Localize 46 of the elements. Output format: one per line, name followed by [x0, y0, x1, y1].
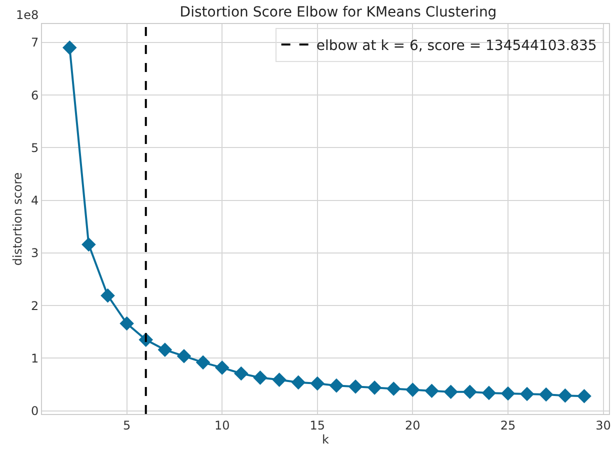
point	[253, 370, 268, 385]
point	[176, 348, 192, 364]
point	[272, 372, 286, 387]
point	[234, 366, 248, 381]
point	[577, 388, 592, 404]
point	[62, 40, 77, 55]
point	[558, 388, 572, 403]
y-axis-title: distortion score	[10, 172, 24, 266]
point	[310, 376, 325, 391]
y-tick-label: 5	[30, 140, 39, 155]
y-tick-label: 6	[30, 88, 39, 102]
y-tick-label: 7	[30, 36, 39, 50]
point	[291, 375, 306, 390]
point	[406, 382, 420, 397]
point	[538, 387, 554, 402]
x-axis-title: k	[322, 432, 330, 446]
y-tick-label: 2	[30, 298, 39, 313]
text: 1e8	[16, 8, 39, 22]
y-tick-label: 1	[30, 351, 39, 366]
x-tick-label: 20	[405, 418, 420, 432]
y-tick-label: 0	[30, 404, 39, 418]
point	[82, 237, 96, 252]
point	[158, 342, 172, 357]
point	[386, 382, 401, 396]
point	[424, 384, 439, 398]
point	[214, 360, 230, 375]
point	[482, 386, 496, 400]
point	[367, 380, 382, 395]
chart-title: Distortion Score Elbow for KMeans Clustering	[180, 4, 497, 21]
point	[348, 379, 363, 394]
x-tick-label: 30	[596, 418, 611, 432]
point	[120, 316, 134, 331]
x-tick-label: 25	[500, 418, 516, 432]
point	[500, 386, 516, 401]
point	[462, 384, 478, 400]
point	[444, 384, 458, 400]
x-tick-label: 15	[310, 418, 326, 432]
point	[520, 386, 534, 402]
y-tick-label: 4	[30, 194, 39, 208]
ref-line-label: elbow at k = 6, score = 134544103.835	[316, 38, 597, 54]
point	[196, 355, 210, 370]
x-tick-label: 10	[214, 418, 230, 432]
point	[100, 288, 115, 303]
point	[329, 378, 344, 393]
y-tick-label: 3	[30, 246, 39, 260]
x-tick-label: 5	[122, 418, 131, 432]
